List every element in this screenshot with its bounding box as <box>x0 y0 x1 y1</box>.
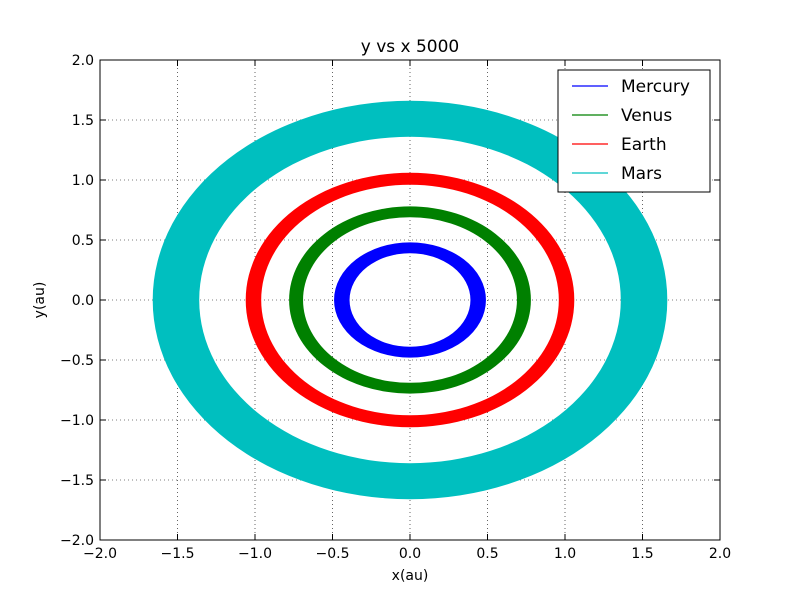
legend-box <box>557 69 711 193</box>
x-tick-label: −1.0 <box>238 546 272 562</box>
legend-label-earth: Earth <box>621 135 667 155</box>
x-tick-label: −0.5 <box>316 546 350 562</box>
legend-label-venus: Venus <box>621 106 672 126</box>
x-tick-label: −1.5 <box>161 546 195 562</box>
y-tick-label: −2.0 <box>60 533 94 549</box>
y-tick-label: 0.5 <box>72 233 94 249</box>
y-axis-label: y(au) <box>32 282 48 319</box>
x-tick-label: 0.0 <box>399 546 421 562</box>
x-tick-label: 1.0 <box>554 546 576 562</box>
x-tick-label: −2.0 <box>83 546 117 562</box>
y-tick-label: 0.0 <box>72 293 94 309</box>
y-tick-label: 1.0 <box>72 173 94 189</box>
x-tick-label: 1.5 <box>631 546 653 562</box>
x-tick-label: 0.5 <box>476 546 498 562</box>
y-tick-label: −1.0 <box>60 413 94 429</box>
legend-label-mars: Mars <box>621 164 662 184</box>
y-tick-label: −0.5 <box>60 353 94 369</box>
chart-title: y vs x 5000 <box>361 37 460 57</box>
ticks <box>99 59 721 541</box>
x-tick-label: 2.0 <box>709 546 731 562</box>
y-tick-label: −1.5 <box>60 473 94 489</box>
tick-labels: −2.0 −1.5 −1.0 −0.5 0.0 0.5 1.0 1.5 2.0 −2.0 −1.5 −… <box>60 53 731 562</box>
legend: Mercury Venus Earth Mars <box>557 69 711 193</box>
x-axis-label: x(au) <box>392 568 429 584</box>
y-tick-label: 1.5 <box>72 113 94 129</box>
legend-label-mercury: Mercury <box>621 77 690 97</box>
y-tick-label: 2.0 <box>72 53 94 69</box>
